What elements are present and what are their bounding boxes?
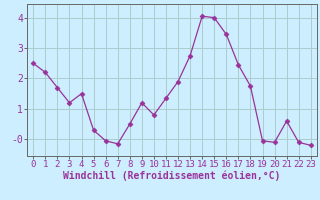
X-axis label: Windchill (Refroidissement éolien,°C): Windchill (Refroidissement éolien,°C) (63, 171, 281, 181)
